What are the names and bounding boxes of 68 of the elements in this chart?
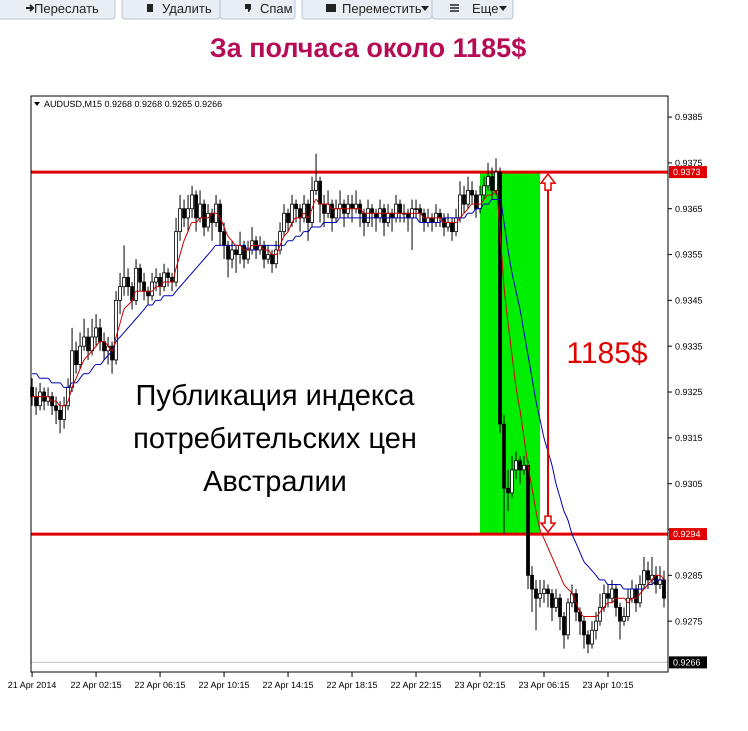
annotation: 1185$ (566, 337, 648, 370)
y-tick-label: 0.9315 (675, 432, 703, 443)
candlestick (38, 382, 42, 411)
x-tick-label: 22 Apr 10:15 (198, 680, 250, 690)
y-tick-label: 0.9345 (675, 296, 703, 306)
candlestick (542, 579, 546, 604)
candlestick (538, 579, 542, 608)
candlestick (662, 570, 666, 608)
candlestick (346, 194, 350, 218)
annotation: Публикация индекса потребительских цен Австралии (133, 380, 417, 498)
candlestick (414, 199, 418, 218)
candlestick (230, 240, 234, 269)
y-tick-label: 0.9325 (675, 387, 703, 398)
candlestick (450, 217, 454, 242)
candlestick (266, 244, 270, 264)
candlestick (166, 268, 170, 288)
candlestick (326, 190, 330, 218)
y-tick-label: 0.9335 (675, 341, 703, 352)
x-tick-label: 22 Apr 22:15 (390, 680, 442, 690)
ref-line-label: 0.9373 (673, 167, 701, 178)
candlestick (90, 318, 94, 356)
candlestick (462, 185, 466, 214)
candlestick (466, 176, 470, 210)
toolbar: Переслать Удалить Спам Переместить Еще (0, 0, 514, 20)
y-tick-label: 0.9375 (675, 158, 703, 168)
y-tick-label: 0.9285 (675, 570, 703, 580)
y-tick-label: 0.9355 (675, 250, 703, 260)
x-tick-label: 22 Apr 02:15 (70, 680, 122, 690)
x-tick-label: 23 Apr 10:15 (582, 680, 634, 690)
annotation: AUDUSD,M15 0.9268 0.9268 0.9265 0.9266 (44, 99, 222, 109)
x-tick-label: 22 Apr 18:15 (326, 680, 378, 690)
x-tick-label: 22 Apr 14:15 (262, 680, 314, 690)
candlestick (182, 199, 186, 228)
candlestick (354, 190, 358, 214)
chart-title: За полчаса около 1185$ (210, 33, 526, 63)
candlestick (338, 190, 342, 218)
candlestick (290, 194, 294, 228)
candlestick (518, 456, 522, 484)
candlestick (382, 204, 386, 237)
candlestick (634, 584, 638, 612)
y-tick-label: 0.9305 (675, 478, 703, 489)
y-tick-label: 0.9365 (675, 204, 703, 214)
candlestick (150, 272, 154, 301)
candlestick (234, 244, 238, 274)
x-tick-label: 23 Apr 06:15 (518, 680, 570, 690)
y-tick-label: 0.9385 (675, 112, 703, 122)
candlestick (270, 249, 274, 274)
ref-line-label: 0.9294 (673, 529, 701, 540)
candlestick (490, 166, 494, 200)
candlestick (650, 556, 654, 585)
ref-line-label: 0.9266 (673, 658, 701, 668)
x-tick-label: 22 Apr 06:15 (134, 680, 186, 690)
candlestick (370, 204, 374, 228)
candlestick (646, 561, 650, 590)
candlestick (298, 204, 302, 232)
candlestick (162, 263, 166, 292)
x-tick-label: 21 Apr 2014 (8, 680, 56, 690)
candlestick (350, 194, 354, 223)
candlestick (606, 584, 610, 608)
candlestick (42, 386, 46, 411)
candlestick (550, 588, 554, 622)
candlestick (58, 400, 62, 434)
candlestick (158, 272, 162, 296)
y-tick-label: 0.9275 (675, 616, 703, 626)
candlestick (446, 212, 450, 232)
candlestick (194, 190, 198, 232)
x-tick-label: 23 Apr 02:15 (454, 680, 506, 690)
candlestick (398, 199, 402, 223)
